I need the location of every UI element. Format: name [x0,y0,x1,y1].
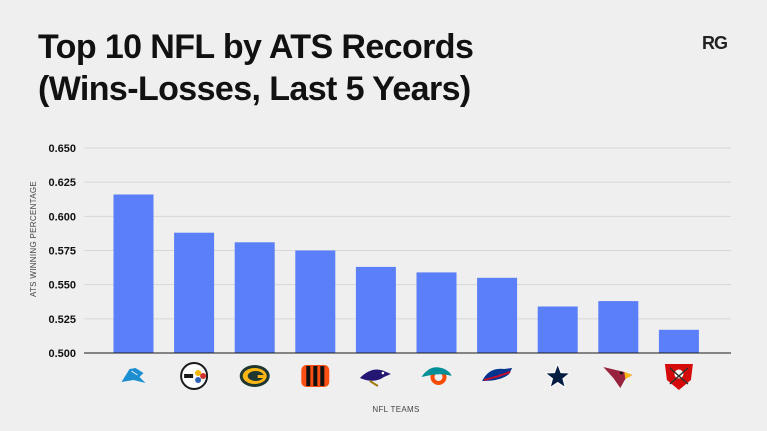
chart-title-line-2: (Wins-Losses, Last 5 Years) [38,70,471,108]
y-axis-ticks: 0.500 0.525 0.550 0.575 0.600 0.625 0.650 [48,143,76,360]
buccaneers-logo [664,364,693,390]
ravens-logo [359,369,391,387]
x-axis-title: NFL TEAMS [372,405,419,414]
bar-steelers [174,232,215,353]
y-tick-label: 0.600 [48,211,76,223]
bar-bengals [295,250,336,353]
y-tick-label: 0.625 [48,177,76,189]
bar-cowboys [537,306,578,353]
brand-logo: RG [702,33,728,53]
cowboys-logo [543,362,572,389]
team-logos [121,362,693,390]
dolphins-logo [421,367,452,385]
packers-logo [239,365,270,387]
y-tick-label: 0.550 [48,280,76,292]
bar-packers [234,242,275,353]
y-tick-label: 0.650 [48,143,76,155]
bar-buccaneers [658,329,699,353]
bar-dolphins [416,272,457,353]
y-axis-title: ATS WINNING PERCENTAGE [29,181,38,297]
bar-cardinals [598,301,639,353]
bar-lions [113,194,154,353]
y-tick-label: 0.525 [48,314,76,326]
chart-title: Top 10 NFL by ATS Records (Wins-Losses, … [38,26,474,110]
bar-bills [477,277,518,353]
steelers-logo [180,362,209,390]
chart-title-line-1: Top 10 NFL by ATS Records [38,28,474,66]
bengals-logo [301,365,330,387]
cardinals-logo [603,367,633,388]
bar-ravens [355,266,396,353]
y-tick-label: 0.500 [48,348,76,360]
lions-logo [121,368,146,383]
y-tick-label: 0.575 [48,246,76,258]
bills-logo [482,368,513,381]
bars [113,194,699,353]
